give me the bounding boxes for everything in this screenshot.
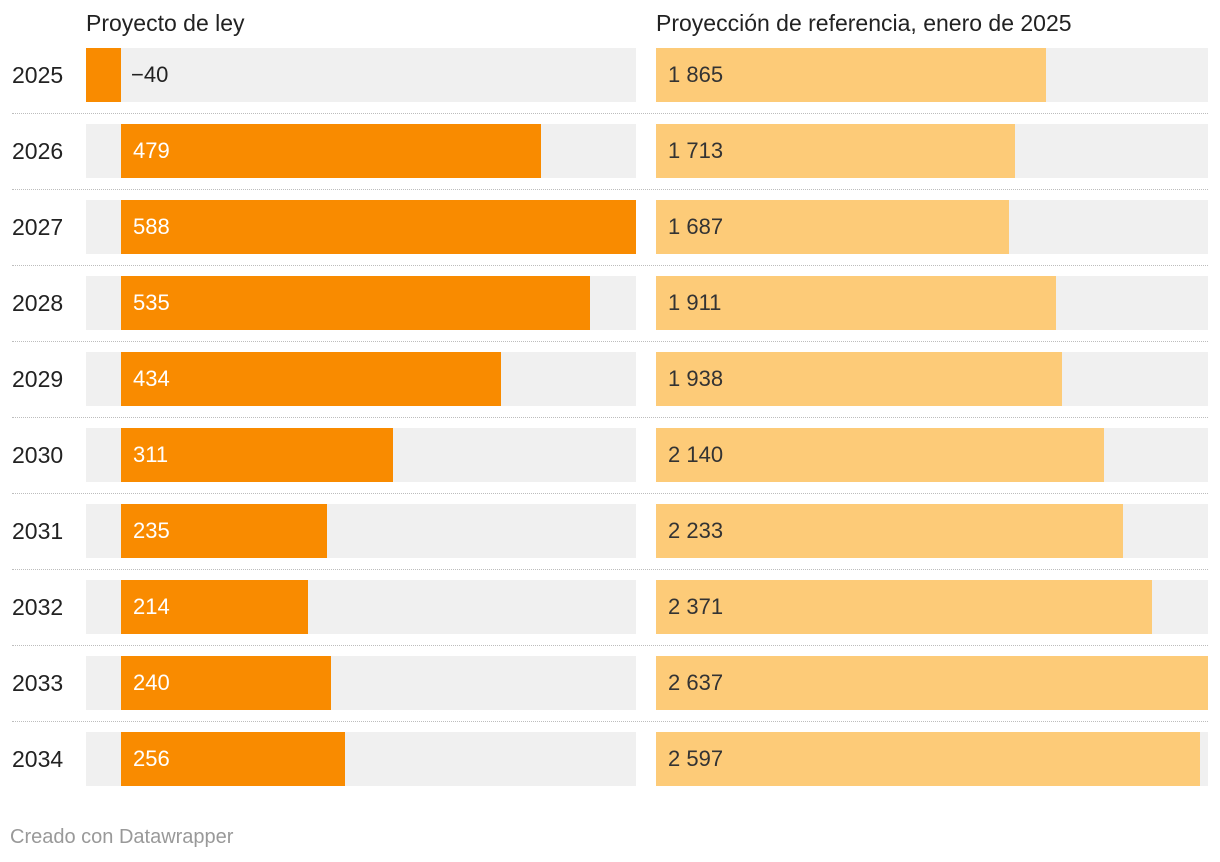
category-label-2027: 2027 [12, 214, 64, 240]
value-label-s1-2031: 2 233 [668, 518, 724, 543]
row-separator [12, 189, 1208, 190]
bar-s1-2032[interactable] [656, 580, 1153, 634]
bar-s1-2031[interactable] [656, 504, 1124, 558]
category-label-2030: 2030 [12, 442, 64, 468]
category-label-2033: 2033 [12, 670, 64, 696]
row-separator [12, 721, 1208, 722]
category-label-2028: 2028 [12, 290, 64, 316]
bar-s1-2029[interactable] [656, 352, 1062, 406]
value-label-s0-2032: 214 [133, 594, 170, 619]
value-label-s1-2029: 1 938 [668, 366, 724, 391]
bar-s1-2027[interactable] [656, 200, 1010, 254]
series-title-proyecto: Proyecto de ley [86, 10, 245, 36]
row-separator [12, 493, 1208, 494]
value-label-s0-2034: 256 [133, 746, 170, 771]
value-label-s0-2027: 588 [133, 214, 170, 239]
value-label-s1-2032: 2 371 [668, 594, 724, 619]
bar-s1-2030[interactable] [656, 428, 1104, 482]
category-label-2031: 2031 [12, 518, 64, 544]
bar-row-2027: 2027 588 1 687 [0, 200, 1220, 254]
value-label-s0-2029: 434 [133, 366, 170, 391]
bar-s1-2026[interactable] [656, 124, 1015, 178]
row-separator [12, 265, 1208, 266]
category-label-2032: 2032 [12, 594, 64, 620]
value-label-s0-2030: 311 [133, 442, 169, 467]
value-label-s1-2026: 1 713 [668, 138, 724, 163]
bar-row-2034: 2034 256 2 597 [0, 732, 1220, 786]
footer-credit[interactable]: Creado con Datawrapper [10, 826, 234, 848]
bar-s0-2027[interactable] [121, 200, 636, 254]
row-separator [12, 417, 1208, 418]
bar-s1-2025[interactable] [656, 48, 1047, 102]
value-label-s1-2025: 1 865 [668, 62, 724, 87]
row-separator [12, 645, 1208, 646]
bar-track-s0-2025 [86, 48, 636, 102]
value-label-s1-2033: 2 637 [668, 670, 724, 695]
bar-row-2033: 2033 240 2 637 [0, 656, 1220, 710]
bar-s0-2025[interactable] [86, 48, 122, 102]
bar-s1-2034[interactable] [656, 732, 1200, 786]
bar-row-2029: 2029 434 1 938 [0, 352, 1220, 406]
value-label-s1-2027: 1 687 [668, 214, 724, 239]
bar-s0-2033[interactable] [121, 656, 332, 710]
row-separator [12, 341, 1208, 342]
bar-s0-2029[interactable] [121, 352, 502, 406]
bar-s1-2033[interactable] [656, 656, 1208, 710]
bar-row-2031: 2031 235 2 233 [0, 504, 1220, 558]
category-label-2029: 2029 [12, 366, 64, 392]
value-label-s1-2030: 2 140 [668, 442, 724, 467]
bar-row-2028: 2028 535 1 911 [0, 276, 1220, 330]
row-separator [12, 569, 1208, 570]
value-label-s0-2028: 535 [133, 290, 170, 315]
bar-row-2032: 2032 214 2 371 [0, 580, 1220, 634]
category-label-2025: 2025 [12, 62, 64, 88]
value-label-s1-2034: 2 597 [668, 746, 724, 771]
row-separator [12, 113, 1208, 114]
value-label-s0-2033: 240 [133, 670, 170, 695]
bar-row-2026: 2026 479 1 713 [0, 124, 1220, 178]
value-label-s0-2026: 479 [133, 138, 170, 163]
bar-row-2025: 2025 −40 1 865 [0, 48, 1220, 102]
bar-s0-2034[interactable] [121, 732, 346, 786]
bar-s0-2032[interactable] [121, 580, 309, 634]
value-label-s1-2028: 1 911 [668, 290, 722, 315]
bar-row-2030: 2030 311 2 140 [0, 428, 1220, 482]
value-label-s0-2025: −40 [131, 62, 169, 87]
bar-s0-2031[interactable] [121, 504, 327, 558]
bar-s0-2030[interactable] [121, 428, 394, 482]
bar-s1-2028[interactable] [656, 276, 1057, 330]
bar-s0-2026[interactable] [121, 124, 541, 178]
value-label-s0-2031: 235 [133, 518, 170, 543]
series-title-referencia: Proyección de referencia, enero de 2025 [656, 10, 1072, 36]
category-label-2026: 2026 [12, 138, 64, 164]
bar-s0-2028[interactable] [121, 276, 590, 330]
category-label-2034: 2034 [12, 746, 64, 772]
